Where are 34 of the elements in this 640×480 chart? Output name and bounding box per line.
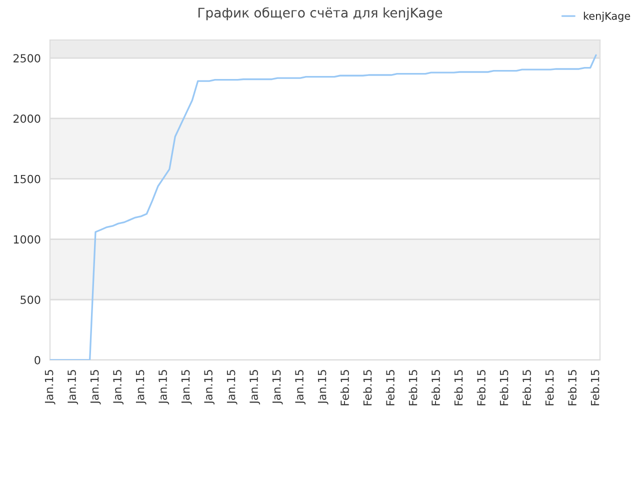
x-tick-label: Feb.15 <box>500 370 508 406</box>
x-tick-label: Jan.15 <box>136 370 146 404</box>
x-tick-label: Feb.15 <box>454 370 463 406</box>
legend-label: kenjKage <box>584 12 630 22</box>
x-tick-label: Feb.15 <box>363 370 372 406</box>
x-tick-label: Feb.15 <box>590 370 600 406</box>
x-tick-label: Jan.15 <box>158 370 170 404</box>
x-tick-label: Feb.15 <box>386 370 394 406</box>
y-tick-label: 2000 <box>14 114 40 123</box>
x-tick-label: Feb.15 <box>476 370 486 406</box>
x-tick-label: Feb.15 <box>408 370 418 406</box>
y-tick-label: 500 <box>20 296 40 304</box>
x-tick-label: Feb.15 <box>545 370 554 406</box>
x-tick-label: Feb.15 <box>431 370 440 406</box>
x-tick-label: Feb.15 <box>340 370 349 406</box>
y-tick-label: 1000 <box>14 235 40 244</box>
x-tick-label: Feb.15 <box>522 370 531 406</box>
x-tick-label: Jan.15 <box>90 370 101 404</box>
x-tick-label: Jan.15 <box>250 370 260 404</box>
x-tick-label: Jan.15 <box>226 370 238 404</box>
x-tick-label: Jan.15 <box>113 370 124 404</box>
x-tick-label: Jan.15 <box>68 370 78 404</box>
x-tick-label: Jan.15 <box>44 370 56 404</box>
x-tick-label: Feb.15 <box>568 370 576 406</box>
x-tick-label: Jan.15 <box>181 370 192 404</box>
y-tick-label: 0 <box>34 356 40 364</box>
x-tick-label: Jan.15 <box>295 370 306 404</box>
x-tick-label: Jan.15 <box>204 370 215 404</box>
line-series <box>50 54 597 360</box>
y-tick-label: 2500 <box>14 54 40 62</box>
chart-title: График общего счёта для kenjKage <box>198 7 442 20</box>
y-tick-label: 1500 <box>14 174 40 184</box>
x-tick-label: Jan.15 <box>318 370 328 404</box>
x-tick-label: Jan.15 <box>272 370 283 404</box>
